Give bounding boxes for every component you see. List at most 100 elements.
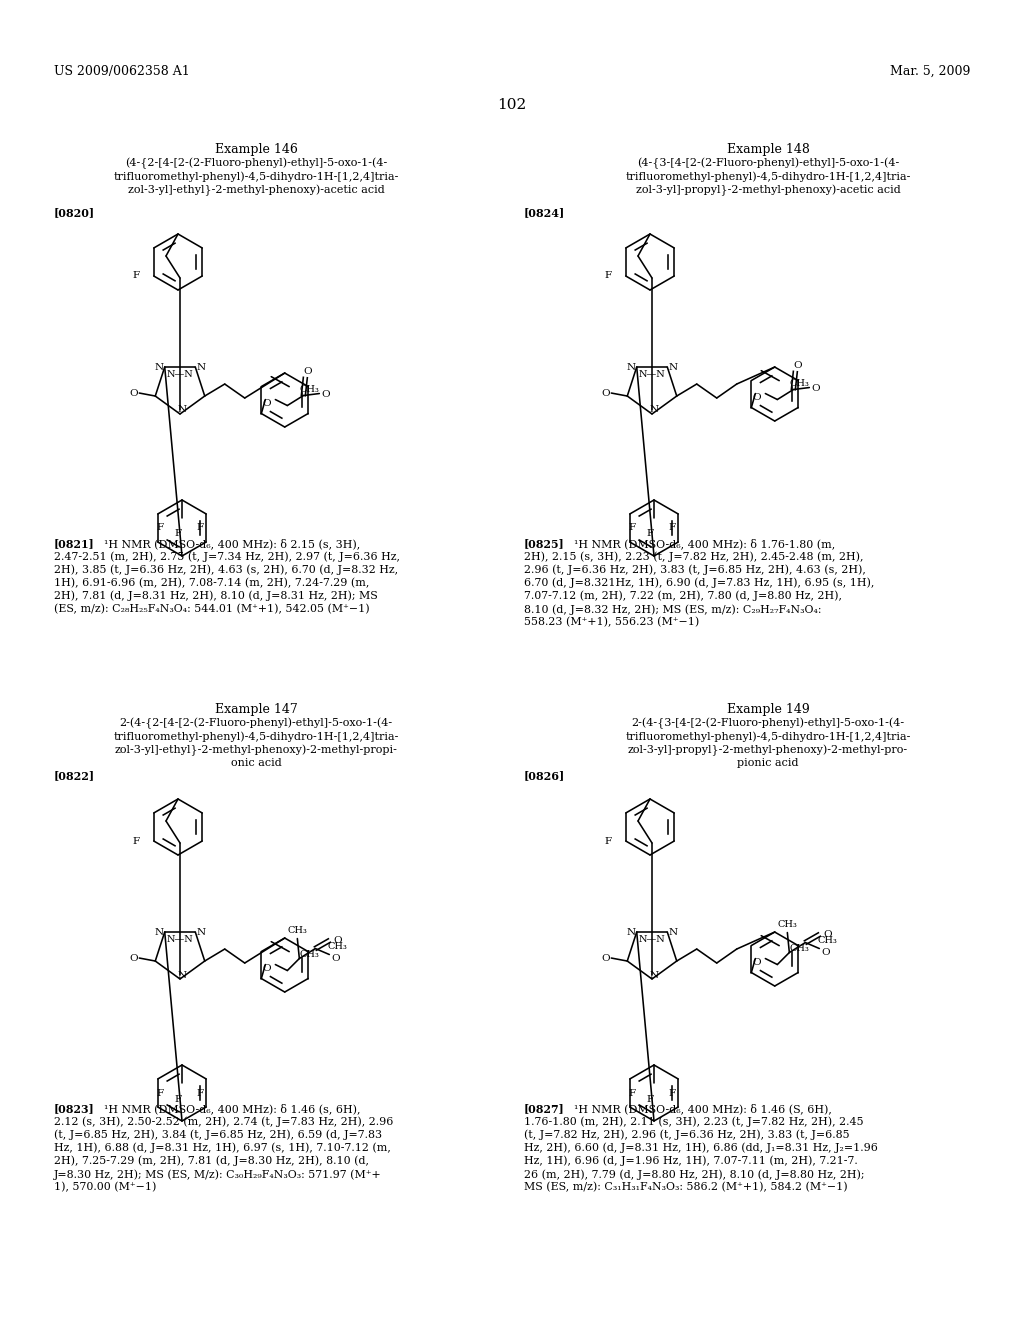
Text: 2.96 (t, J=6.36 Hz, 2H), 3.83 (t, J=6.85 Hz, 2H), 4.63 (s, 2H),: 2.96 (t, J=6.36 Hz, 2H), 3.83 (t, J=6.85… [524,565,866,576]
Text: (4-{2-[4-[2-(2-Fluoro-phenyl)-ethyl]-5-oxo-1-(4-: (4-{2-[4-[2-(2-Fluoro-phenyl)-ethyl]-5-o… [125,158,387,169]
Text: MS (ES, m/z): C₃₁H₃₁F₄N₃O₃: 586.2 (M⁺+1), 584.2 (M⁺−1): MS (ES, m/z): C₃₁H₃₁F₄N₃O₃: 586.2 (M⁺+1)… [524,1183,848,1192]
Text: N: N [155,363,163,372]
Text: 2.12 (s, 3H), 2.50-2.52 (m, 2H), 2.74 (t, J=7.83 Hz, 2H), 2.96: 2.12 (s, 3H), 2.50-2.52 (m, 2H), 2.74 (t… [54,1117,393,1127]
Text: F: F [604,837,611,846]
Text: F: F [629,1089,636,1097]
Text: F: F [629,524,636,532]
Text: O: O [262,399,270,408]
Text: N: N [197,928,206,937]
Text: 1), 570.00 (M⁺−1): 1), 570.00 (M⁺−1) [54,1183,157,1192]
Text: O: O [262,964,270,973]
Text: O: O [303,367,311,376]
Text: CH₃: CH₃ [328,942,347,950]
Text: O: O [811,384,819,393]
Text: zol-3-yl]-ethyl}-2-methyl-phenoxy)-2-methyl-propi-: zol-3-yl]-ethyl}-2-methyl-phenoxy)-2-met… [115,744,397,756]
Text: zol-3-yl]-ethyl}-2-methyl-phenoxy)-acetic acid: zol-3-yl]-ethyl}-2-methyl-phenoxy)-aceti… [128,185,384,197]
Text: N: N [649,405,658,414]
Text: CH₃: CH₃ [777,920,798,929]
Text: CH₃: CH₃ [299,950,319,960]
Text: N: N [626,928,635,937]
Text: [0824]: [0824] [524,207,565,218]
Text: F: F [157,1089,164,1097]
Text: F: F [132,272,139,281]
Text: 558.23 (M⁺+1), 556.23 (M⁺−1): 558.23 (M⁺+1), 556.23 (M⁺−1) [524,618,699,627]
Text: [0827]: [0827] [524,1104,565,1114]
Text: F: F [669,1089,676,1097]
Text: Hz, 1H), 6.96 (d, J=1.96 Hz, 1H), 7.07-7.11 (m, 2H), 7.21-7.: Hz, 1H), 6.96 (d, J=1.96 Hz, 1H), 7.07-7… [524,1156,858,1167]
Text: 1.76-1.80 (m, 2H), 2.11 (s, 3H), 2.23 (t, J=7.82 Hz, 2H), 2.45: 1.76-1.80 (m, 2H), 2.11 (s, 3H), 2.23 (t… [524,1117,863,1127]
Text: O: O [331,954,340,964]
Text: [0821]: [0821] [54,539,95,549]
Text: [0825]: [0825] [524,539,565,549]
Text: N—N: N—N [167,371,194,379]
Text: [0822]: [0822] [54,770,95,781]
Text: N: N [177,405,186,414]
Text: ¹H NMR (DMSO-d₆, 400 MHz): δ 1.46 (S, 6H),: ¹H NMR (DMSO-d₆, 400 MHz): δ 1.46 (S, 6H… [574,1104,831,1114]
Text: F: F [174,529,181,539]
Text: O: O [333,936,342,945]
Text: Example 146: Example 146 [215,143,297,156]
Text: (t, J=6.85 Hz, 2H), 3.84 (t, J=6.85 Hz, 2H), 6.59 (d, J=7.83: (t, J=6.85 Hz, 2H), 3.84 (t, J=6.85 Hz, … [54,1130,382,1140]
Text: [0820]: [0820] [54,207,95,218]
Text: zol-3-yl]-propyl}-2-methyl-phenoxy)-acetic acid: zol-3-yl]-propyl}-2-methyl-phenoxy)-acet… [636,185,900,197]
Text: J=8.30 Hz, 2H); MS (ES, M/z): C₃₀H₂₉F₄N₃O₃: 571.97 (M⁺+: J=8.30 Hz, 2H); MS (ES, M/z): C₃₀H₂₉F₄N₃… [54,1170,382,1180]
Text: F: F [669,524,676,532]
Text: CH₃: CH₃ [790,379,809,388]
Text: N: N [669,928,678,937]
Text: N—N: N—N [639,936,666,945]
Text: CH₃: CH₃ [817,936,838,945]
Text: N: N [197,363,206,372]
Text: Example 149: Example 149 [727,704,809,715]
Text: 2H), 7.81 (d, J=8.31 Hz, 2H), 8.10 (d, J=8.31 Hz, 2H); MS: 2H), 7.81 (d, J=8.31 Hz, 2H), 8.10 (d, J… [54,591,378,602]
Text: 7.07-7.12 (m, 2H), 7.22 (m, 2H), 7.80 (d, J=8.80 Hz, 2H),: 7.07-7.12 (m, 2H), 7.22 (m, 2H), 7.80 (d… [524,591,842,602]
Text: N: N [669,363,678,372]
Text: F: F [157,524,164,532]
Text: (t, J=7.82 Hz, 2H), 2.96 (t, J=6.36 Hz, 2H), 3.83 (t, J=6.85: (t, J=7.82 Hz, 2H), 2.96 (t, J=6.36 Hz, … [524,1130,850,1140]
Text: Mar. 5, 2009: Mar. 5, 2009 [890,65,970,78]
Text: trifluoromethyl-phenyl)-4,5-dihydro-1H-[1,2,4]tria-: trifluoromethyl-phenyl)-4,5-dihydro-1H-[… [114,172,398,182]
Text: (ES, m/z): C₂₈H₂₅F₄N₃O₄: 544.01 (M⁺+1), 542.05 (M⁺−1): (ES, m/z): C₂₈H₂₅F₄N₃O₄: 544.01 (M⁺+1), … [54,605,370,614]
Text: 6.70 (d, J=8.321Hz, 1H), 6.90 (d, J=7.83 Hz, 1H), 6.95 (s, 1H),: 6.70 (d, J=8.321Hz, 1H), 6.90 (d, J=7.83… [524,578,874,589]
Text: trifluoromethyl-phenyl)-4,5-dihydro-1H-[1,2,4]tria-: trifluoromethyl-phenyl)-4,5-dihydro-1H-[… [114,731,398,742]
Text: ¹H NMR (DMSO-d₆, 400 MHz): δ 1.46 (s, 6H),: ¹H NMR (DMSO-d₆, 400 MHz): δ 1.46 (s, 6H… [104,1104,360,1114]
Text: Example 148: Example 148 [727,143,809,156]
Text: 2H), 3.85 (t, J=6.36 Hz, 2H), 4.63 (s, 2H), 6.70 (d, J=8.32 Hz,: 2H), 3.85 (t, J=6.36 Hz, 2H), 4.63 (s, 2… [54,565,398,576]
Text: 26 (m, 2H), 7.79 (d, J=8.80 Hz, 2H), 8.10 (d, J=8.80 Hz, 2H);: 26 (m, 2H), 7.79 (d, J=8.80 Hz, 2H), 8.1… [524,1170,864,1180]
Text: F: F [197,1089,204,1097]
Text: CH₃: CH₃ [288,927,307,935]
Text: N: N [649,970,658,979]
Text: CH₃: CH₃ [299,385,319,395]
Text: 2-(4-{2-[4-[2-(2-Fluoro-phenyl)-ethyl]-5-oxo-1-(4-: 2-(4-{2-[4-[2-(2-Fluoro-phenyl)-ethyl]-5… [120,718,392,730]
Text: Hz, 1H), 6.88 (d, J=8.31 Hz, 1H), 6.97 (s, 1H), 7.10-7.12 (m,: Hz, 1H), 6.88 (d, J=8.31 Hz, 1H), 6.97 (… [54,1143,391,1154]
Text: O: O [793,362,802,370]
Text: O: O [601,953,609,962]
Text: Hz, 2H), 6.60 (d, J=8.31 Hz, 1H), 6.86 (dd, J₁=8.31 Hz, J₂=1.96: Hz, 2H), 6.60 (d, J=8.31 Hz, 1H), 6.86 (… [524,1143,878,1154]
Text: 1H), 6.91-6.96 (m, 2H), 7.08-7.14 (m, 2H), 7.24-7.29 (m,: 1H), 6.91-6.96 (m, 2H), 7.08-7.14 (m, 2H… [54,578,370,587]
Text: O: O [601,388,609,397]
Text: Example 147: Example 147 [215,704,297,715]
Text: F: F [197,524,204,532]
Text: ¹H NMR (DMSO-d₆, 400 MHz): δ 2.15 (s, 3H),: ¹H NMR (DMSO-d₆, 400 MHz): δ 2.15 (s, 3H… [104,539,360,549]
Text: 102: 102 [498,98,526,112]
Text: 2-(4-{3-[4-[2-(2-Fluoro-phenyl)-ethyl]-5-oxo-1-(4-: 2-(4-{3-[4-[2-(2-Fluoro-phenyl)-ethyl]-5… [632,718,904,730]
Text: F: F [646,529,653,539]
Text: 8.10 (d, J=8.32 Hz, 2H); MS (ES, m/z): C₂₉H₂₇F₄N₃O₄:: 8.10 (d, J=8.32 Hz, 2H); MS (ES, m/z): C… [524,605,821,615]
Text: CH₃: CH₃ [790,944,809,953]
Text: F: F [132,837,139,846]
Text: O: O [129,388,137,397]
Text: US 2009/0062358 A1: US 2009/0062358 A1 [54,65,189,78]
Text: F: F [646,1094,653,1104]
Text: O: O [821,948,829,957]
Text: [0826]: [0826] [524,770,565,781]
Text: 2H), 7.25-7.29 (m, 2H), 7.81 (d, J=8.30 Hz, 2H), 8.10 (d,: 2H), 7.25-7.29 (m, 2H), 7.81 (d, J=8.30 … [54,1156,369,1167]
Text: trifluoromethyl-phenyl)-4,5-dihydro-1H-[1,2,4]tria-: trifluoromethyl-phenyl)-4,5-dihydro-1H-[… [626,731,910,742]
Text: N: N [626,363,635,372]
Text: F: F [604,272,611,281]
Text: 2.47-2.51 (m, 2H), 2.75 (t, J=7.34 Hz, 2H), 2.97 (t, J=6.36 Hz,: 2.47-2.51 (m, 2H), 2.75 (t, J=7.34 Hz, 2… [54,552,400,562]
Text: O: O [823,931,831,939]
Text: [0823]: [0823] [54,1104,95,1114]
Text: O: O [752,393,761,403]
Text: 2H), 2.15 (s, 3H), 2.23 (t, J=7.82 Hz, 2H), 2.45-2.48 (m, 2H),: 2H), 2.15 (s, 3H), 2.23 (t, J=7.82 Hz, 2… [524,552,863,562]
Text: O: O [129,953,137,962]
Text: ¹H NMR (DMSO-d₆, 400 MHz): δ 1.76-1.80 (m,: ¹H NMR (DMSO-d₆, 400 MHz): δ 1.76-1.80 (… [574,539,836,549]
